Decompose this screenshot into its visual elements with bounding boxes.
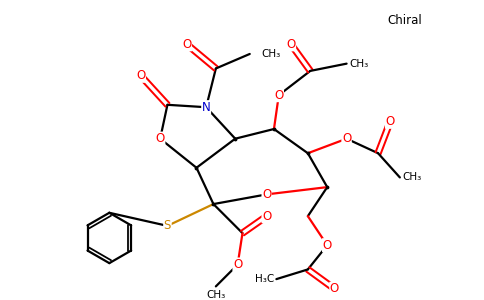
Text: O: O	[262, 188, 272, 201]
Text: CH₃: CH₃	[206, 290, 226, 300]
Text: S: S	[164, 219, 171, 232]
Text: O: O	[286, 38, 296, 51]
Text: CH₃: CH₃	[262, 49, 281, 59]
Text: O: O	[233, 258, 242, 271]
Text: O: O	[330, 282, 339, 295]
Text: O: O	[274, 88, 284, 102]
Text: O: O	[342, 132, 351, 145]
Text: O: O	[386, 115, 395, 128]
Text: N: N	[202, 101, 211, 114]
Text: CH₃: CH₃	[402, 172, 422, 182]
Text: O: O	[182, 38, 192, 51]
Text: H₃C: H₃C	[255, 274, 274, 284]
Text: O: O	[323, 239, 332, 252]
Text: Chiral: Chiral	[387, 14, 422, 27]
Text: CH₃: CH₃	[349, 58, 368, 69]
Text: O: O	[262, 210, 272, 223]
Text: O: O	[136, 69, 145, 82]
Text: O: O	[155, 132, 165, 145]
